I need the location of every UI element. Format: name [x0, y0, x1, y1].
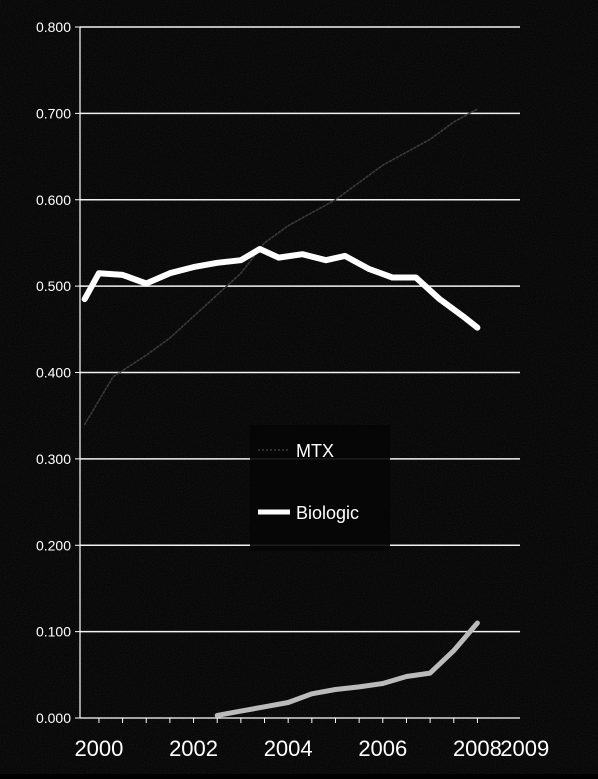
y-tick-label: 0.600	[36, 192, 71, 208]
legend-box	[250, 425, 390, 551]
y-tick-label: 0.100	[36, 624, 71, 640]
series-line-unlabeled-2	[214, 620, 480, 718]
axes: 0.000 0.100 0.200 0.300 0.400 0.500 0.600 0.700…	[36, 19, 549, 761]
y-tick-label: 0.800	[36, 19, 71, 35]
x-tick-label: 2000	[74, 736, 123, 761]
x-tick-label: 2008	[453, 736, 502, 761]
x-tick-label: 2006	[358, 736, 407, 761]
y-tick-label: 0.200	[36, 537, 71, 553]
y-tick-label: 0.400	[36, 365, 71, 381]
series-line-biologic	[81, 246, 481, 331]
legend: MTX Biologic	[250, 425, 390, 551]
y-tick-label: 0.300	[36, 451, 71, 467]
series-line-mtx	[83, 108, 479, 426]
y-tick-label: 0.700	[36, 105, 71, 121]
x-tick-label: 2004	[264, 736, 313, 761]
legend-label-biologic: Biologic	[296, 503, 359, 523]
series	[81, 108, 481, 718]
y-tick-label: 0.000	[36, 710, 71, 726]
legend-label-mtx: MTX	[296, 441, 334, 461]
x-tick-label: 2009	[500, 736, 549, 761]
x-tick-label: 2002	[169, 736, 218, 761]
y-tick-label: 0.500	[36, 278, 71, 294]
